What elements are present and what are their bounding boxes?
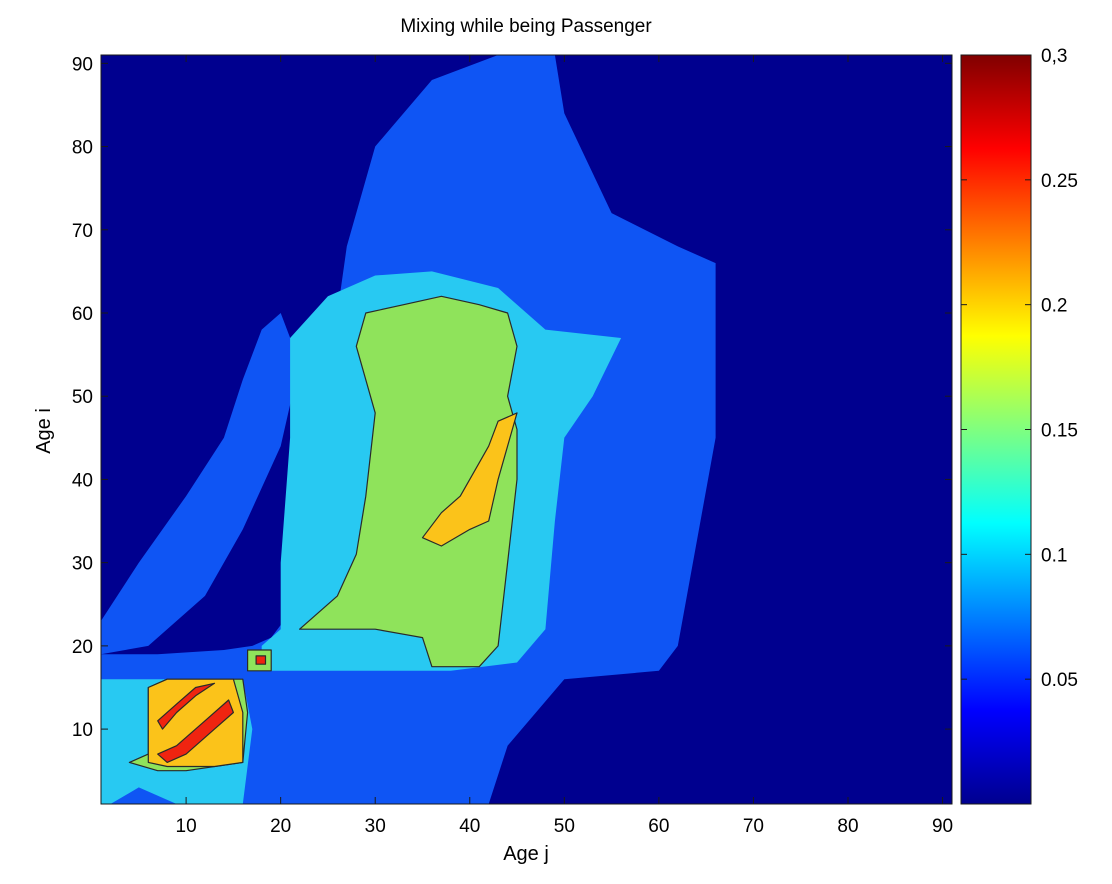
colorbar-tick-label: 0,3 (1041, 46, 1067, 67)
colorbar-ticks: 0.05 0.1 0.15 0.2 0.25 0,3 (961, 46, 1078, 691)
x-axis-label: Age j (503, 843, 549, 865)
contour-region-12 (157, 682, 216, 730)
y-tick-label: 40 (72, 470, 93, 491)
colorbar-tick-label: 0.05 (1041, 670, 1078, 691)
colorbar-tick-label: 0.25 (1041, 171, 1078, 192)
y-tick-label: 10 (72, 720, 93, 741)
y-tick-label: 70 (72, 221, 93, 242)
colorbar-tick-label: 0.1 (1041, 545, 1067, 566)
x-tick-label: 70 (743, 816, 764, 837)
colorbar-tick-label: 0.15 (1041, 421, 1078, 442)
contour-region-6 (299, 295, 518, 668)
x-tick-label: 10 (176, 816, 197, 837)
x-axis-ticks: 10 20 30 40 50 60 70 80 90 (176, 55, 953, 837)
colorbar (960, 54, 1032, 805)
contour-region-9 (421, 412, 518, 547)
contour-region-11 (157, 699, 234, 764)
chart-title: Mixing while being Passenger (400, 16, 652, 37)
y-axis-label: Age i (33, 408, 55, 454)
y-axis-ticks: 10 20 30 40 50 60 70 80 90 (72, 54, 952, 741)
x-tick-label: 50 (554, 816, 575, 837)
y-tick-label: 30 (72, 554, 93, 575)
y-tick-label: 60 (72, 304, 93, 325)
y-tick-label: 90 (72, 54, 93, 75)
x-tick-label: 30 (365, 816, 386, 837)
contour-regions (101, 55, 716, 804)
x-tick-label: 40 (459, 816, 480, 837)
contour-region-2 (101, 313, 300, 655)
x-tick-label: 60 (648, 816, 669, 837)
plot-frame (100, 54, 953, 805)
x-tick-label: 90 (932, 816, 953, 837)
y-tick-label: 20 (72, 637, 93, 658)
y-tick-label: 80 (72, 138, 93, 159)
x-tick-label: 80 (837, 816, 858, 837)
contour-region-13 (255, 655, 267, 665)
colorbar-tick-label: 0.2 (1041, 296, 1067, 317)
contour-region-10 (147, 678, 244, 768)
x-tick-label: 20 (270, 816, 291, 837)
y-tick-label: 50 (72, 387, 93, 408)
